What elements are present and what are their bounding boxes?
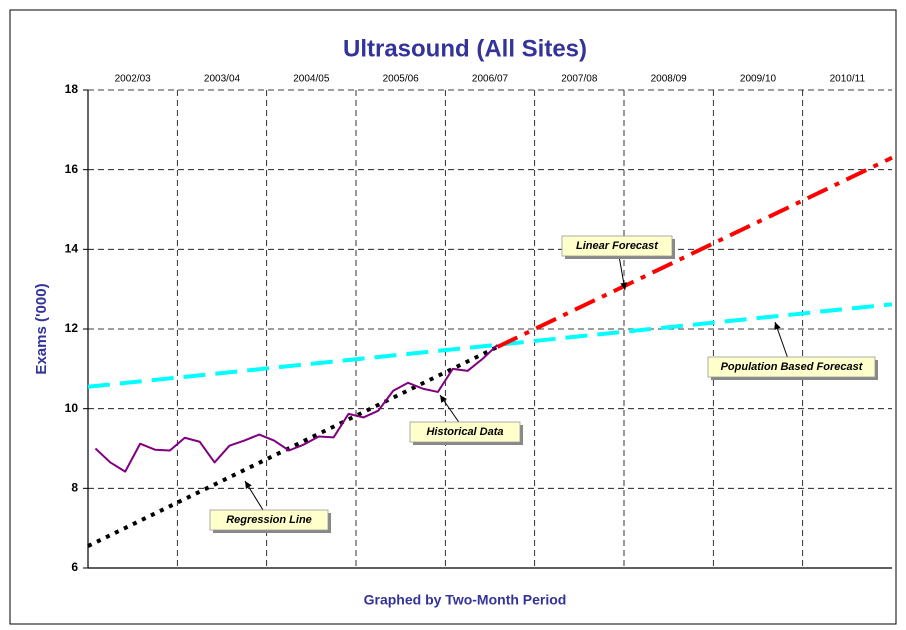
callout-label: Regression Line xyxy=(226,514,312,526)
callout-box xyxy=(209,509,329,531)
y-tick-label: 6 xyxy=(71,560,78,574)
frame xyxy=(9,9,897,625)
callout-box xyxy=(707,356,876,378)
x-tick-label: 2007/08 xyxy=(561,74,598,85)
callout: Population Based Forecast xyxy=(707,321,878,380)
x-tick-label: 2009/10 xyxy=(740,74,777,85)
chart-title: Ultrasound (All Sites) xyxy=(343,35,587,62)
callout-label: Population Based Forecast xyxy=(721,361,864,373)
y-axis-title: Exams ('000) xyxy=(33,283,50,374)
y-tick-label: 12 xyxy=(65,321,79,335)
callout-arrowhead xyxy=(774,322,781,330)
callout: Regression Line xyxy=(209,480,331,533)
callout-arrowhead xyxy=(620,282,628,290)
x-tick-label: 2006/07 xyxy=(472,74,509,85)
series-line xyxy=(94,344,499,473)
x-axis-title: Graphed by Two-Month Period xyxy=(364,592,567,608)
y-tick-label: 8 xyxy=(71,481,78,495)
y-tick-label: 18 xyxy=(65,82,79,96)
y-tick-label: 16 xyxy=(65,162,79,176)
callout: Historical Data xyxy=(409,394,523,445)
callout-arrowhead xyxy=(245,481,252,489)
x-tick-label: 2003/04 xyxy=(204,74,241,85)
callout-arrowhead xyxy=(440,395,447,403)
series-line xyxy=(496,155,893,349)
x-tick-label: 2004/05 xyxy=(293,74,330,85)
x-tick-label: 2005/06 xyxy=(383,74,420,85)
callout-box xyxy=(409,421,521,443)
x-tick-label: 2010/11 xyxy=(830,74,866,85)
callout-label: Historical Data xyxy=(426,426,503,438)
callout: Linear Forecast xyxy=(561,235,675,291)
callout-label: Linear Forecast xyxy=(576,240,659,252)
callout-box xyxy=(561,235,673,257)
y-tick-label: 10 xyxy=(65,401,79,415)
x-tick-label: 2008/09 xyxy=(651,74,688,85)
x-tick-label: 2002/03 xyxy=(115,74,152,85)
series-line xyxy=(87,302,893,389)
y-tick-label: 14 xyxy=(65,242,79,256)
